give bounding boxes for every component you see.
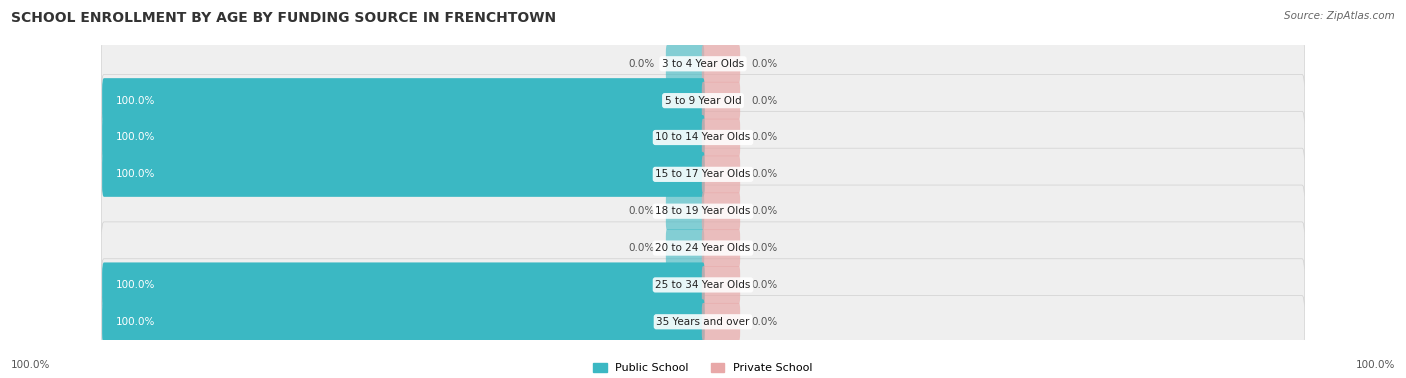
FancyBboxPatch shape xyxy=(666,45,704,82)
Text: Source: ZipAtlas.com: Source: ZipAtlas.com xyxy=(1284,11,1395,21)
FancyBboxPatch shape xyxy=(666,229,704,267)
FancyBboxPatch shape xyxy=(702,156,740,193)
Text: 100.0%: 100.0% xyxy=(115,280,155,290)
FancyBboxPatch shape xyxy=(702,303,740,341)
FancyBboxPatch shape xyxy=(101,296,1305,348)
Text: 100.0%: 100.0% xyxy=(115,133,155,143)
Text: 0.0%: 0.0% xyxy=(751,96,778,105)
Text: 18 to 19 Year Olds: 18 to 19 Year Olds xyxy=(655,206,751,216)
Text: 5 to 9 Year Old: 5 to 9 Year Old xyxy=(665,96,741,105)
FancyBboxPatch shape xyxy=(101,222,1305,274)
Text: 100.0%: 100.0% xyxy=(115,96,155,105)
Text: 25 to 34 Year Olds: 25 to 34 Year Olds xyxy=(655,280,751,290)
Text: 0.0%: 0.0% xyxy=(751,133,778,143)
FancyBboxPatch shape xyxy=(702,82,740,119)
FancyBboxPatch shape xyxy=(666,192,704,230)
Text: 100.0%: 100.0% xyxy=(1355,361,1395,370)
Text: 35 Years and over: 35 Years and over xyxy=(657,317,749,327)
Text: 0.0%: 0.0% xyxy=(751,59,778,69)
FancyBboxPatch shape xyxy=(101,74,1305,127)
Text: 100.0%: 100.0% xyxy=(11,361,51,370)
Text: 10 to 14 Year Olds: 10 to 14 Year Olds xyxy=(655,133,751,143)
FancyBboxPatch shape xyxy=(702,266,740,304)
FancyBboxPatch shape xyxy=(103,78,704,123)
FancyBboxPatch shape xyxy=(103,262,704,307)
FancyBboxPatch shape xyxy=(103,152,704,197)
Text: 20 to 24 Year Olds: 20 to 24 Year Olds xyxy=(655,243,751,253)
FancyBboxPatch shape xyxy=(101,112,1305,164)
Text: 15 to 17 Year Olds: 15 to 17 Year Olds xyxy=(655,169,751,179)
Text: 0.0%: 0.0% xyxy=(751,280,778,290)
Text: SCHOOL ENROLLMENT BY AGE BY FUNDING SOURCE IN FRENCHTOWN: SCHOOL ENROLLMENT BY AGE BY FUNDING SOUR… xyxy=(11,11,557,25)
FancyBboxPatch shape xyxy=(702,119,740,156)
Text: 0.0%: 0.0% xyxy=(628,206,655,216)
FancyBboxPatch shape xyxy=(702,229,740,267)
Text: 100.0%: 100.0% xyxy=(115,169,155,179)
FancyBboxPatch shape xyxy=(101,259,1305,311)
FancyBboxPatch shape xyxy=(101,185,1305,237)
Text: 0.0%: 0.0% xyxy=(628,59,655,69)
Text: 100.0%: 100.0% xyxy=(115,317,155,327)
Text: 0.0%: 0.0% xyxy=(751,317,778,327)
Legend: Public School, Private School: Public School, Private School xyxy=(593,363,813,373)
Text: 0.0%: 0.0% xyxy=(628,243,655,253)
Text: 0.0%: 0.0% xyxy=(751,206,778,216)
Text: 0.0%: 0.0% xyxy=(751,169,778,179)
FancyBboxPatch shape xyxy=(103,299,704,344)
FancyBboxPatch shape xyxy=(101,38,1305,90)
FancyBboxPatch shape xyxy=(702,45,740,82)
FancyBboxPatch shape xyxy=(101,148,1305,200)
Text: 3 to 4 Year Olds: 3 to 4 Year Olds xyxy=(662,59,744,69)
FancyBboxPatch shape xyxy=(702,192,740,230)
Text: 0.0%: 0.0% xyxy=(751,243,778,253)
FancyBboxPatch shape xyxy=(103,115,704,160)
